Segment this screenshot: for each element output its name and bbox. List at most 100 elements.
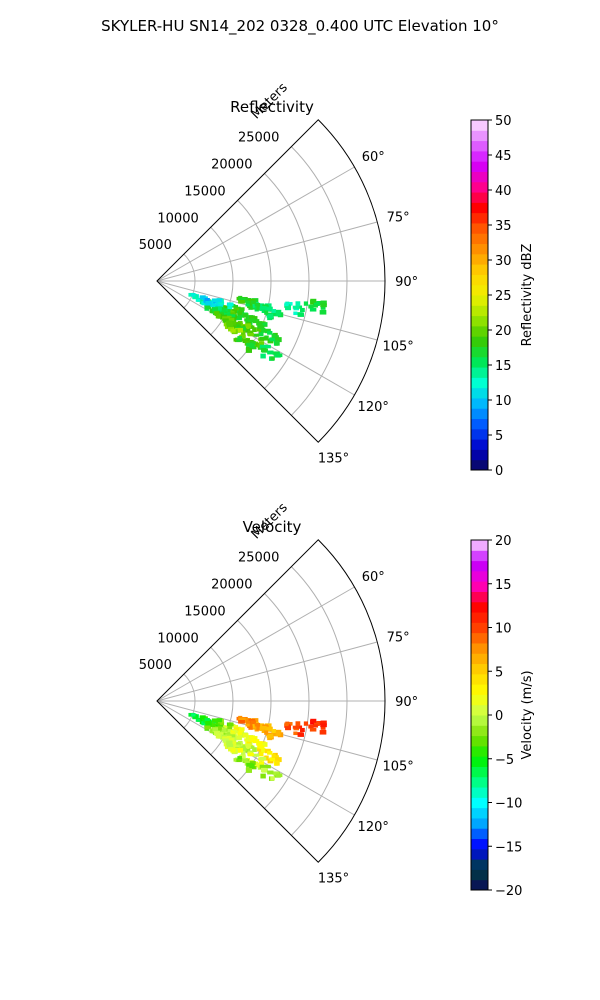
echo-cell [271, 309, 277, 314]
echo-cell [267, 750, 273, 755]
echo-cell [225, 313, 231, 318]
echo-cell [267, 770, 274, 775]
angular-grid-line [156, 166, 355, 282]
echo-cell [205, 300, 212, 306]
colorbar-swatch [471, 243, 488, 255]
echo-cell [215, 306, 222, 311]
echo-cell [249, 745, 255, 749]
echo-cell [230, 328, 236, 333]
echo-cell [275, 773, 283, 778]
echo-cell [220, 731, 227, 736]
echo-cell [240, 758, 248, 762]
echo-cell [246, 342, 253, 347]
colorbar-swatch [471, 838, 488, 850]
echo-cell [241, 330, 246, 336]
echo-cell [215, 726, 222, 731]
echo-cell [253, 753, 260, 757]
echo-cell [242, 733, 249, 738]
echo-cell [287, 302, 293, 306]
colorbar-tick-label: −15 [495, 840, 522, 855]
colorbar-swatch [471, 130, 488, 142]
echo-cell [237, 339, 242, 343]
colorbar-swatch [471, 284, 488, 296]
echo-cell [212, 307, 219, 312]
colorbar-tick-label: −20 [495, 884, 522, 899]
colorbar-tick-label: 25 [495, 289, 512, 304]
echo-cell [265, 307, 272, 312]
colorbar-swatch [471, 612, 488, 623]
colorbar-swatch [471, 377, 488, 389]
colorbar-swatch [471, 264, 488, 275]
colorbar-swatch [471, 367, 488, 378]
sector-frame [156, 119, 386, 443]
echo-cell [238, 730, 243, 736]
echo-cell [261, 308, 267, 314]
echo-cell [258, 761, 265, 767]
colorbar-swatch [471, 766, 488, 778]
echo-cell [308, 724, 314, 729]
echo-cell [270, 356, 275, 361]
echo-cell [248, 305, 253, 310]
echo-cell [250, 720, 257, 725]
echo-cell [229, 314, 236, 318]
echo-cell [274, 755, 279, 759]
colorbar-swatch [471, 346, 488, 358]
echo-cell [270, 776, 275, 781]
echo-cell [193, 294, 198, 298]
echo-cell [213, 311, 220, 316]
echo-cell [258, 341, 265, 347]
echo-cell [217, 723, 223, 728]
echo-cell [232, 309, 238, 314]
colorbar-swatch [471, 570, 488, 582]
echo-cell [320, 306, 326, 310]
colorbar-swatch [471, 212, 488, 224]
echo-cell [234, 742, 241, 746]
echo-cell [303, 721, 309, 726]
echo-cell [245, 348, 252, 353]
echo-cell [320, 300, 327, 305]
echo-cell [250, 738, 256, 743]
colorbar-swatch [471, 653, 488, 665]
theta-tick-label: 105° [382, 760, 413, 775]
theta-tick-label: 75° [387, 630, 410, 645]
echo-cell [257, 344, 262, 348]
echo-cell [273, 771, 280, 776]
echo-cell [233, 725, 239, 730]
echo-cell [271, 753, 276, 758]
radial-tick-label: 10000 [157, 211, 198, 226]
figure-suptitle: SKYLER-HU SN14_202 0328_0.400 UTC Elevat… [101, 17, 499, 36]
echo-cell [320, 726, 326, 730]
colorbar-swatch [471, 325, 488, 337]
velocity-colorbar: −20 −15 −10 −5 0 5 10 15 20 [470, 534, 522, 899]
echo-cell [248, 735, 255, 739]
echo-cell [261, 327, 266, 333]
colorbar-swatch [471, 756, 488, 767]
colorbar-swatch [471, 859, 488, 870]
echo-cell [237, 336, 242, 341]
colorbar-swatch [471, 336, 488, 347]
colorbar-swatch [471, 356, 488, 368]
echo-cell [259, 344, 267, 349]
colorbar-swatch [471, 828, 488, 840]
echo-cell [297, 732, 304, 737]
echo-cell [248, 725, 253, 730]
angular-grid-line [156, 221, 378, 282]
echo-cell [262, 322, 268, 326]
theta-tick-label: 120° [358, 820, 389, 835]
echo-cell [244, 318, 252, 322]
echo-cell [219, 301, 225, 305]
colorbar-tick-label: 30 [495, 254, 512, 269]
echo-cell [260, 347, 267, 353]
angular-grid-line [156, 280, 355, 396]
echo-cell [215, 733, 221, 739]
echo-cell [210, 302, 216, 308]
echo-cell [260, 353, 266, 359]
colorbar-tick-label: 20 [495, 534, 512, 549]
echo-cell [211, 298, 218, 303]
radar-echoes [188, 292, 327, 361]
echo-cell [210, 722, 216, 728]
echo-cell [257, 764, 262, 768]
radial-tick-label: 20000 [211, 158, 252, 173]
echo-cell [245, 720, 250, 724]
colorbar-swatch [471, 233, 488, 245]
